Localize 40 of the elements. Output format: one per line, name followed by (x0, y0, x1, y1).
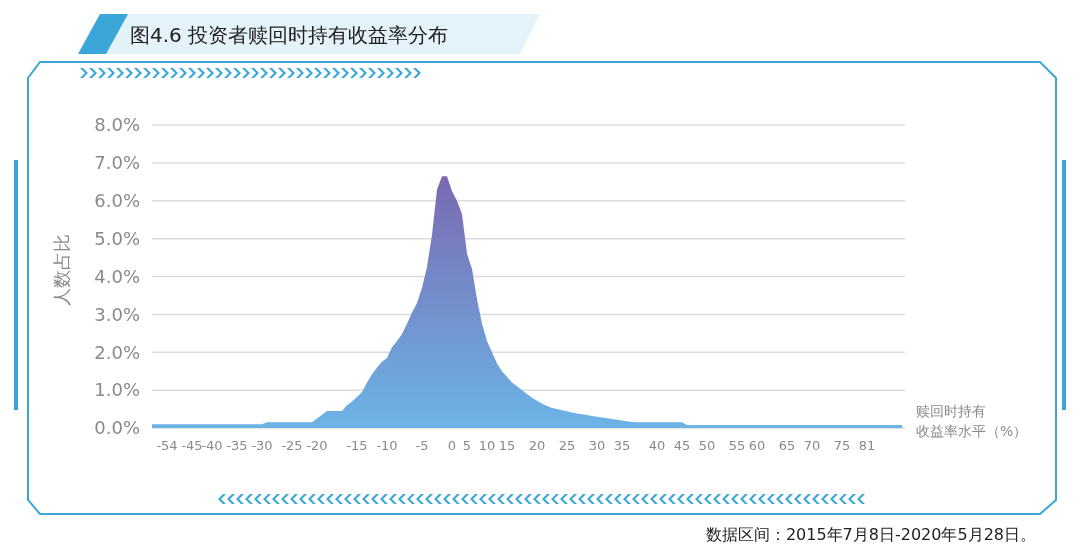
x-tick-label: -35 (226, 438, 248, 453)
x-tick-label: -25 (281, 438, 303, 453)
x-tick-label: 40 (648, 438, 666, 453)
x-axis-title: 赎回时持有收益率水平（%） (916, 403, 1028, 439)
x-tick-label: 60 (748, 438, 766, 453)
x-tick-label: 20 (528, 438, 546, 453)
x-tick-label: 15 (498, 438, 516, 453)
x-tick-label: 5 (462, 438, 472, 453)
x-tick-label: 0 (447, 438, 457, 453)
chart-title: 图4.6 投资者赎回时持有收益率分布 (130, 23, 449, 47)
x-tick-label: -15 (346, 438, 368, 453)
y-tick-label: 7.0% (94, 152, 140, 174)
y-tick-label: 0.0% (94, 417, 140, 439)
y-tick-label: 1.0% (94, 379, 140, 401)
y-axis-title: 人数占比 (51, 234, 72, 306)
x-tick-label: 81 (858, 438, 876, 453)
x-tick-label: -45 (181, 438, 203, 453)
x-tick-label: 75 (833, 438, 851, 453)
x-tick-label: 65 (778, 438, 796, 453)
y-tick-label: 4.0% (94, 265, 140, 287)
x-tick-label: -40 (201, 438, 223, 453)
x-tick-label: 25 (558, 438, 576, 453)
y-tick-label: 6.0% (94, 190, 140, 212)
x-tick-label: 35 (613, 438, 631, 453)
y-tick-label: 5.0% (94, 227, 140, 249)
x-tick-label: -20 (306, 438, 328, 453)
x-tick-label: -10 (376, 438, 398, 453)
x-tick-label: 30 (588, 438, 606, 453)
x-tick-label: -5 (415, 438, 429, 453)
x-tick-label: 70 (803, 438, 821, 453)
y-tick-label: 8.0% (94, 114, 140, 136)
y-tick-label: 2.0% (94, 341, 140, 363)
x-tick-label: 50 (698, 438, 716, 453)
x-tick-label: -54 (156, 438, 178, 453)
x-tick-label: 45 (673, 438, 691, 453)
x-tick-label: -30 (251, 438, 273, 453)
x-tick-label: 55 (728, 438, 746, 453)
text: 数据区间：2015年7月8日-2020年5月28日。 (705, 525, 1036, 544)
y-tick-label: 3.0% (94, 303, 140, 325)
x-tick-label: 10 (478, 438, 496, 453)
